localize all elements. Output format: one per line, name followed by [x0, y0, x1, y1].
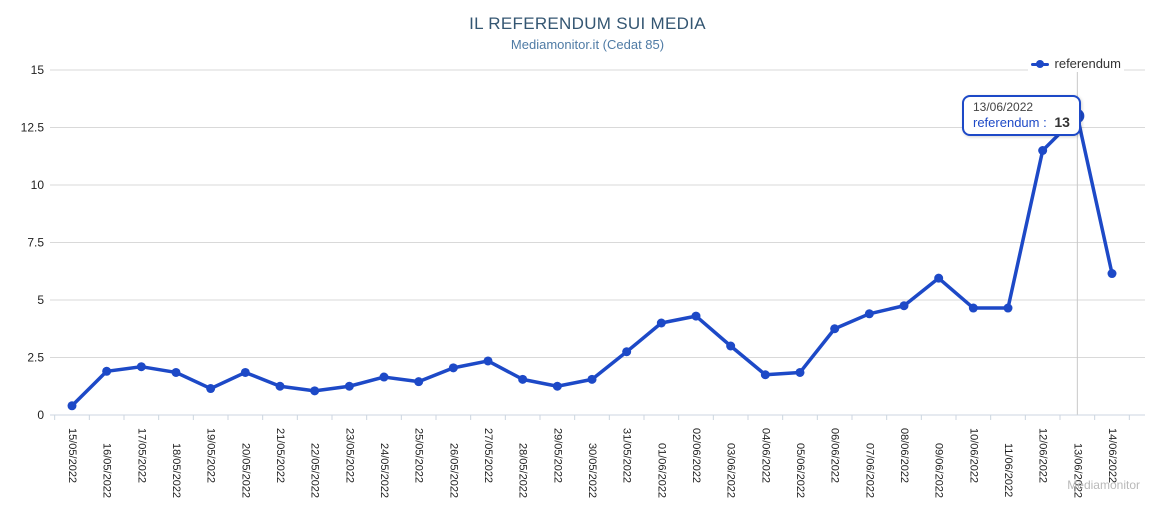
- series-line-referendum: [70, 114, 1114, 408]
- chart-subtitle: Mediamonitor.it (Cedat 85): [510, 37, 665, 52]
- tooltip-value: 13: [1054, 114, 1070, 130]
- data-point[interactable]: [552, 381, 562, 391]
- x-axis-label: 23/05/2022: [343, 428, 355, 483]
- x-axis-label: 28/05/2022: [517, 443, 529, 498]
- x-axis-label: 12/06/2022: [1037, 428, 1049, 483]
- tooltip: 13/06/2022 referendum : 13: [962, 95, 1081, 136]
- y-axis-label: 10: [31, 178, 45, 192]
- x-axis-label: 26/05/2022: [447, 443, 459, 498]
- x-axis-label: 30/05/2022: [586, 443, 598, 498]
- x-axis-label: 25/05/2022: [413, 428, 425, 483]
- data-point[interactable]: [934, 273, 944, 283]
- x-axis-label: 07/06/2022: [863, 443, 875, 498]
- y-axis-label: 2.5: [27, 351, 44, 365]
- x-axis-label: 10/06/2022: [967, 428, 979, 483]
- data-point[interactable]: [1003, 303, 1013, 313]
- legend-series-marker-icon: [1030, 59, 1049, 69]
- data-point[interactable]: [136, 362, 146, 372]
- data-point[interactable]: [760, 370, 770, 380]
- data-point[interactable]: [587, 374, 597, 384]
- y-axis-label: 0: [37, 408, 44, 422]
- data-point[interactable]: [310, 386, 320, 396]
- data-point[interactable]: [414, 377, 424, 387]
- data-point[interactable]: [483, 356, 493, 366]
- data-point[interactable]: [67, 401, 77, 411]
- data-point[interactable]: [864, 309, 874, 319]
- y-axis-label: 7.5: [27, 236, 44, 250]
- data-point[interactable]: [518, 374, 528, 384]
- y-axis-label: 12.5: [21, 121, 45, 135]
- data-point[interactable]: [691, 311, 701, 321]
- x-axis-label: 08/06/2022: [898, 428, 910, 483]
- legend-label: referendum: [1054, 56, 1121, 71]
- x-axis-label: 19/05/2022: [205, 428, 217, 483]
- data-point[interactable]: [656, 318, 666, 328]
- x-axis-label: 29/05/2022: [551, 428, 563, 483]
- legend-item-referendum[interactable]: referendum: [1027, 55, 1124, 72]
- data-point[interactable]: [1038, 146, 1048, 155]
- x-axis-label: 24/05/2022: [378, 443, 390, 498]
- x-axis-label: 14/06/2022: [1106, 428, 1118, 483]
- x-axis-label: 27/05/2022: [482, 428, 494, 483]
- data-point[interactable]: [968, 303, 978, 313]
- data-point[interactable]: [448, 363, 458, 373]
- data-point[interactable]: [622, 347, 632, 357]
- x-axis-label: 31/05/2022: [621, 428, 633, 483]
- watermark: Mediamonitor: [1067, 478, 1140, 492]
- x-axis-label: 16/05/2022: [101, 443, 113, 498]
- x-axis-label: 02/06/2022: [690, 428, 702, 483]
- x-axis-label: 01/06/2022: [655, 443, 667, 498]
- chart-title: IL REFERENDUM SUI MEDIA: [469, 14, 706, 33]
- x-axis-label: 22/05/2022: [309, 443, 321, 498]
- x-axis-label: 05/06/2022: [794, 443, 806, 498]
- data-point[interactable]: [275, 381, 285, 391]
- data-point[interactable]: [344, 381, 354, 391]
- data-point[interactable]: [102, 366, 112, 376]
- data-point[interactable]: [899, 301, 909, 311]
- data-point[interactable]: [830, 324, 840, 334]
- x-axis-label: 03/06/2022: [725, 443, 737, 498]
- x-axis-label: 21/05/2022: [274, 428, 286, 483]
- data-point[interactable]: [726, 341, 736, 351]
- x-axis-label: 20/05/2022: [239, 443, 251, 498]
- y-axis-label: 15: [31, 63, 45, 77]
- x-axis-label: 18/05/2022: [170, 443, 182, 498]
- tooltip-value-row: referendum : 13: [973, 114, 1070, 130]
- x-axis-label: 15/05/2022: [66, 428, 78, 483]
- data-point[interactable]: [240, 367, 250, 377]
- tooltip-date: 13/06/2022: [973, 100, 1034, 114]
- x-axis-label: 06/06/2022: [829, 428, 841, 483]
- tooltip-series-label: referendum :: [973, 115, 1047, 130]
- data-point[interactable]: [1107, 269, 1117, 279]
- x-axis-label: 09/06/2022: [933, 443, 945, 498]
- x-axis-label: 17/05/2022: [135, 428, 147, 483]
- legend-dot-icon: [1035, 59, 1044, 68]
- data-point[interactable]: [171, 367, 181, 377]
- x-axis-label: 04/06/2022: [759, 428, 771, 483]
- y-axis-label: 5: [37, 293, 44, 307]
- x-axis-label: 13/06/2022: [1071, 443, 1083, 498]
- data-point[interactable]: [379, 372, 389, 382]
- data-point[interactable]: [795, 367, 805, 377]
- x-axis-label: 11/06/2022: [1002, 443, 1014, 497]
- data-point[interactable]: [206, 384, 216, 394]
